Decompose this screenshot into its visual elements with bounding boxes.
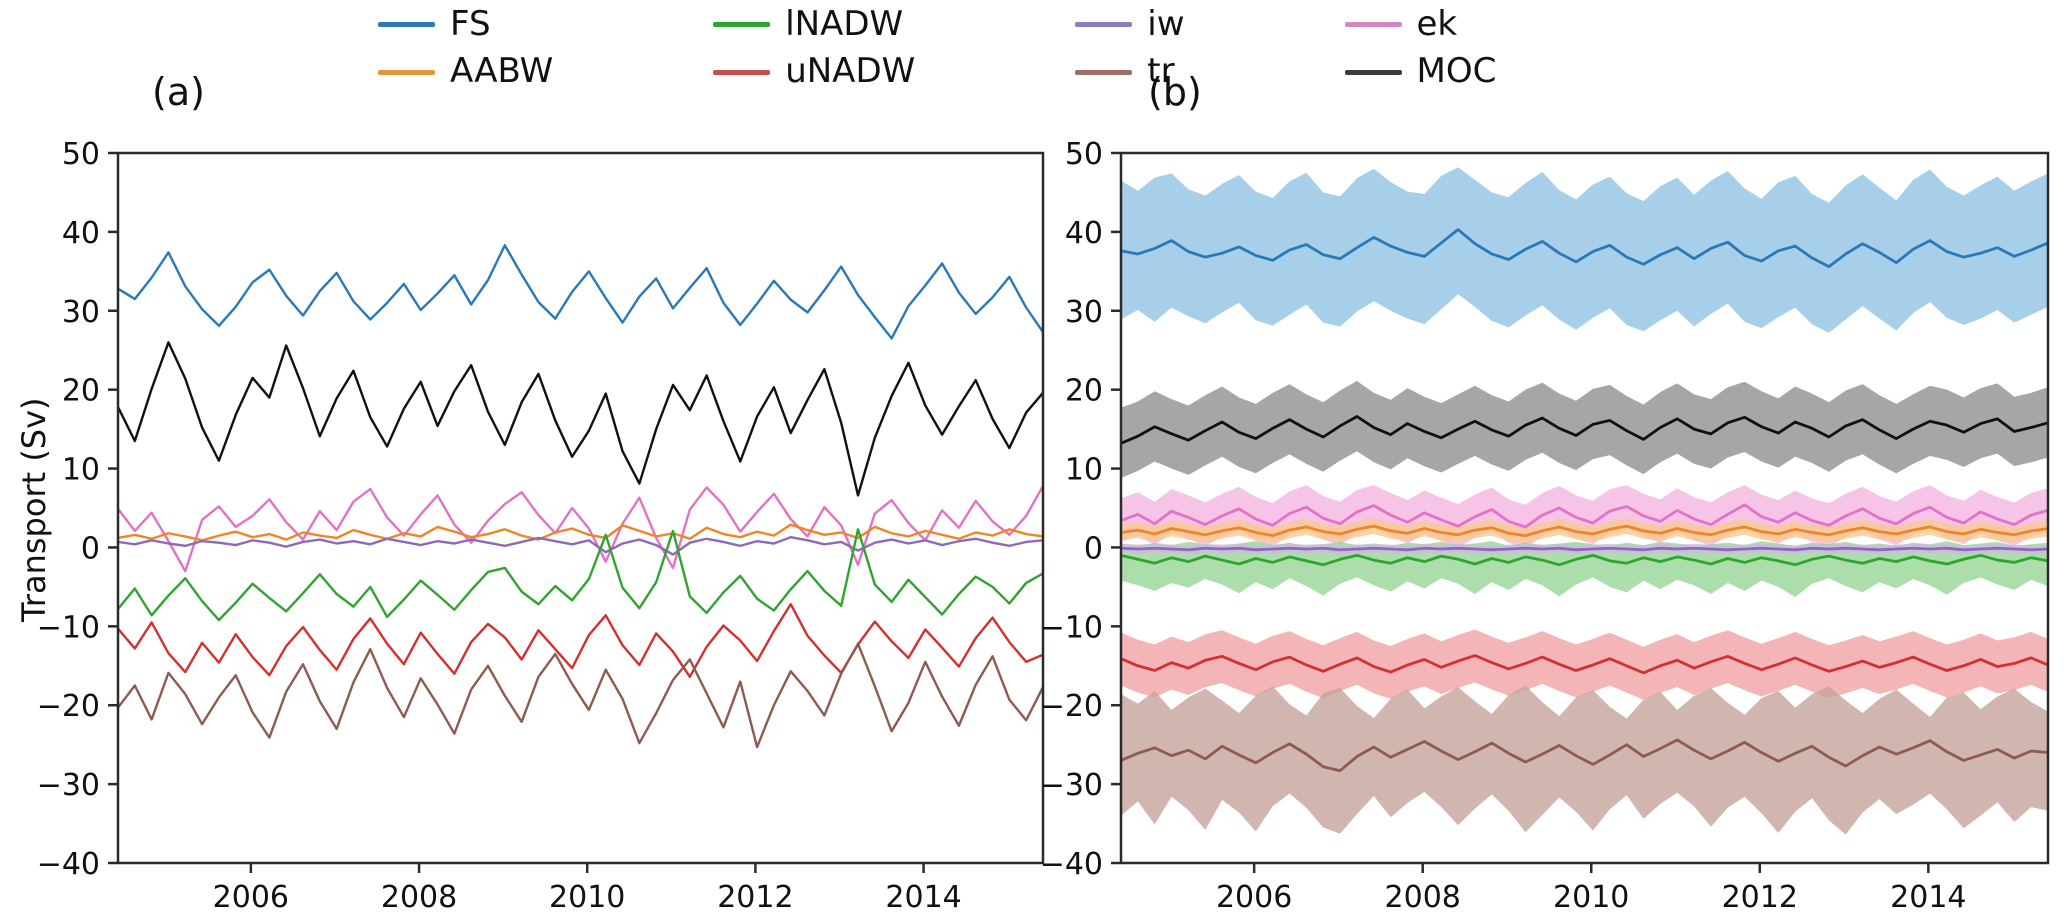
legend-swatch-uNADW <box>713 69 771 75</box>
y-tick-label-30: 30 <box>1065 295 1103 330</box>
series-line-uNADW <box>1120 654 2049 675</box>
series-line-ek <box>117 485 1045 573</box>
x-tick-label-2008: 2008 <box>1385 880 1461 915</box>
y-tick-label-0: 0 <box>1084 531 1103 566</box>
x-tick-label-2006: 2006 <box>1216 880 1292 915</box>
y-tick-label--40: −40 <box>1040 847 1103 882</box>
legend-swatch-tr <box>1075 69 1133 75</box>
x-tick-label-2012: 2012 <box>1722 880 1798 915</box>
legend-swatch-MOC <box>1344 69 1402 75</box>
legend-swatch-FS <box>378 22 435 28</box>
series-line-uNADW <box>117 603 1044 679</box>
x-tick-label-2010: 2010 <box>549 880 625 915</box>
y-tick-label--20: −20 <box>1040 689 1103 724</box>
band-FS <box>1121 167 2048 333</box>
series-line-iw <box>117 535 1044 556</box>
legend-item-FS: FS <box>378 4 553 44</box>
panel-a-title: (a) <box>152 70 205 114</box>
x-tick-label-2010: 2010 <box>1553 880 1629 915</box>
y-tick-label-30: 30 <box>62 295 100 330</box>
y-axis-label: Transport (Sv) <box>15 397 53 623</box>
series-line-tr <box>1120 738 2049 773</box>
legend-label-uNADW: uNADW <box>785 51 916 92</box>
axes-frame <box>1119 151 2050 865</box>
y-tick-label--30: −30 <box>37 768 100 803</box>
x-tick-label-2014: 2014 <box>885 880 961 915</box>
legend-item-AABW: AABW <box>378 51 554 92</box>
y-tick-label--20: −20 <box>37 689 100 724</box>
y-tick-label--10: −10 <box>1040 610 1103 645</box>
series-line-AABW <box>1120 524 2049 538</box>
legend-item-ek: ek <box>1344 4 1497 44</box>
y-tick-label--40: −40 <box>37 847 100 882</box>
series-line-iw <box>1120 546 2049 552</box>
legend-label-tr: tr <box>1147 51 1175 92</box>
legend-swatch-AABW <box>378 69 435 75</box>
series-line-MOC <box>116 341 1044 497</box>
y-tick-label-50: 50 <box>1065 137 1103 172</box>
panel-b-title: (b) <box>1148 70 1202 114</box>
x-tick-label-2014: 2014 <box>1890 880 1966 915</box>
x-tick-label-2012: 2012 <box>717 880 793 915</box>
y-tick-label-10: 10 <box>1065 453 1103 488</box>
series-line-MOC <box>1120 415 2049 445</box>
legend-label-ek: ek <box>1416 4 1458 44</box>
series-line-ek <box>1120 503 2049 529</box>
y-tick-label-20: 20 <box>1065 374 1103 409</box>
legend-label-FS: FS <box>450 4 491 44</box>
legend-swatch-lNADW <box>713 22 771 28</box>
series-line-lNADW <box>117 528 1044 622</box>
legend-label-AABW: AABW <box>450 51 554 92</box>
series-line-FS <box>117 244 1044 340</box>
y-tick-label-50: 50 <box>62 137 100 172</box>
legend-swatch-iw <box>1075 22 1133 28</box>
series-line-tr <box>117 642 1045 749</box>
series-line-lNADW <box>1120 553 2049 567</box>
legend-item-MOC: MOC <box>1344 51 1497 92</box>
y-tick-label--10: −10 <box>37 610 100 645</box>
y-tick-label-20: 20 <box>62 374 100 409</box>
legend-swatch-ek <box>1344 22 1402 28</box>
y-tick-label--30: −30 <box>1040 768 1103 803</box>
legend-item-iw: iw <box>1075 4 1185 44</box>
series-line-FS <box>1120 228 2049 268</box>
legend-item-tr: tr <box>1075 51 1184 92</box>
series-line-AABW <box>117 523 1044 542</box>
x-tick-label-2006: 2006 <box>213 880 289 915</box>
legend-label-lNADW: lNADW <box>785 4 904 44</box>
chart-legend: FS lNADW iw ek AABW uNADW tr MOC <box>378 4 1497 92</box>
legend-label-MOC: MOC <box>1416 51 1497 92</box>
y-tick-label-40: 40 <box>1065 216 1103 251</box>
legend-item-uNADW: uNADW <box>713 51 916 92</box>
x-tick-label-2008: 2008 <box>381 880 457 915</box>
y-tick-label-0: 0 <box>81 531 100 566</box>
band-uNADW <box>1121 629 2048 700</box>
y-tick-label-40: 40 <box>62 216 100 251</box>
legend-item-lNADW: lNADW <box>713 4 915 44</box>
y-tick-label-10: 10 <box>62 453 100 488</box>
band-AABW <box>1121 518 2048 544</box>
axes-frame <box>116 151 1045 865</box>
legend-label-iw: iw <box>1147 4 1185 44</box>
